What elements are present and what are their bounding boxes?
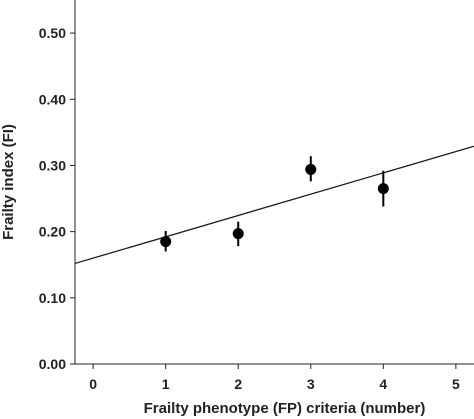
y-tick-label: 0.50 (39, 25, 66, 41)
x-axis-title: Frailty phenotype (FP) criteria (number) (144, 400, 426, 417)
data-point (232, 228, 244, 240)
axes (70, 0, 474, 369)
data-points (160, 156, 389, 252)
y-tick-label: 0.10 (39, 290, 66, 306)
y-axis-title: Frailty index (FI) (0, 124, 17, 240)
x-tick-label: 3 (307, 376, 315, 392)
y-tick-label: 0.20 (39, 224, 66, 240)
fit-line-group (74, 145, 474, 265)
x-tick-label: 1 (162, 376, 170, 392)
x-tick-label: 2 (234, 376, 242, 392)
data-point (160, 236, 172, 248)
y-tick-label: 0.30 (39, 157, 66, 173)
tick-labels: 0.00 0.10 0.20 0.30 0.40 0.50 0 1 2 3 4 5 (39, 25, 460, 392)
x-tick-label: 5 (452, 376, 460, 392)
x-tick-label: 0 (89, 376, 97, 392)
regression-line (74, 145, 474, 265)
y-tick-label: 0.40 (39, 91, 66, 107)
y-tick-label: 0.00 (39, 356, 66, 372)
data-point (305, 163, 317, 175)
data-point (377, 183, 389, 195)
x-tick-label: 4 (379, 376, 387, 392)
